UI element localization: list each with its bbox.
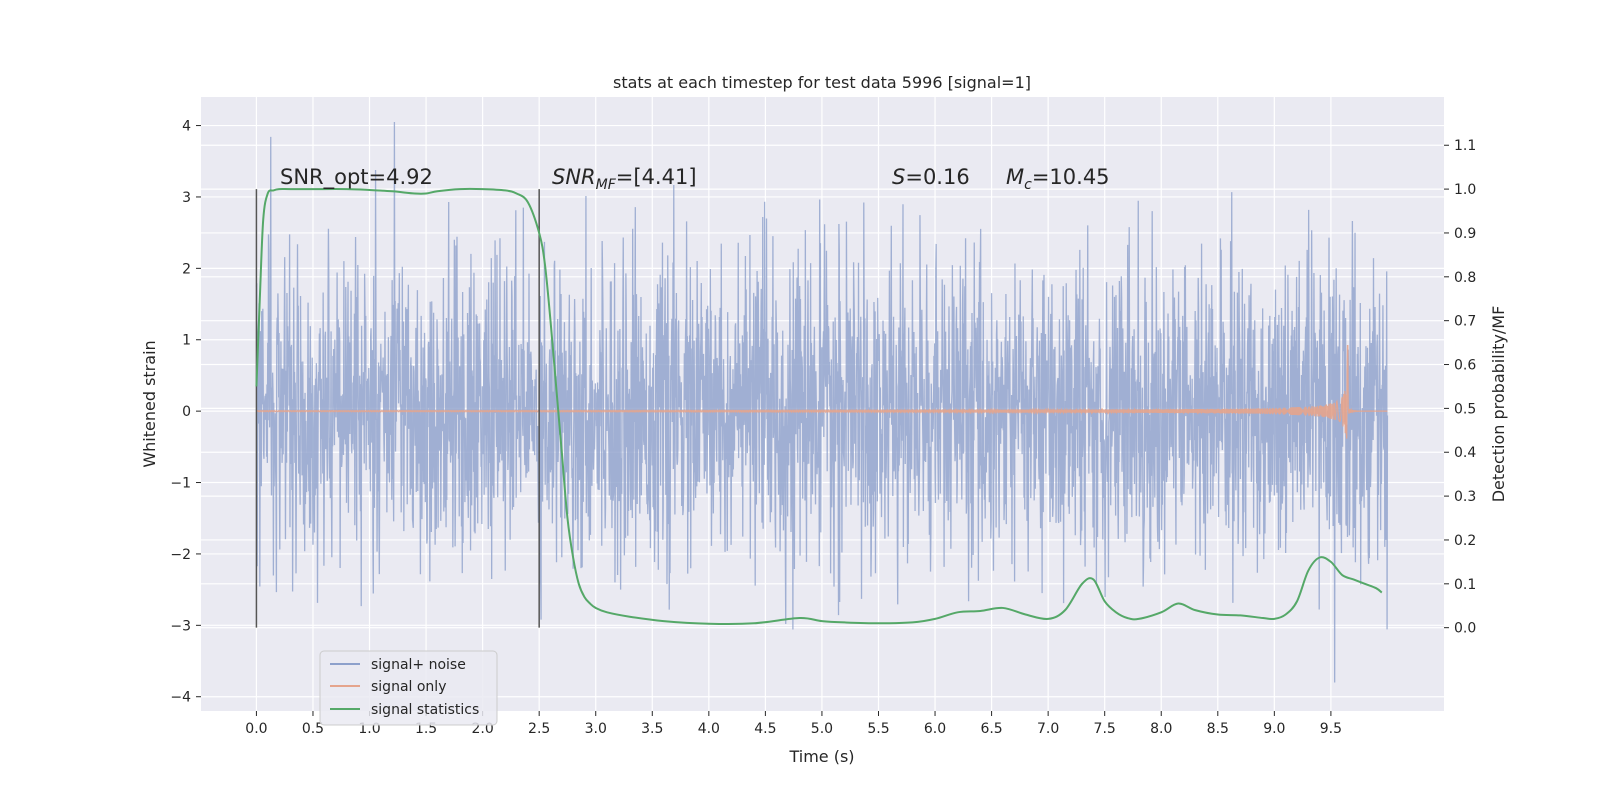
x-tick-label: 9.5 bbox=[1320, 721, 1342, 737]
annotation-mc-value: =10.45 bbox=[1032, 165, 1110, 189]
y2-tick-label: 1.1 bbox=[1454, 138, 1476, 154]
y-tick-label: 2 bbox=[182, 261, 191, 277]
legend-box bbox=[319, 650, 498, 726]
legend: signal+ noise signal only signal statist… bbox=[319, 650, 498, 726]
annotation-snr-mf-sub: MF bbox=[596, 177, 617, 193]
y2-tick-label: 0.9 bbox=[1454, 226, 1476, 242]
annotation-mc: Mc=10.45 bbox=[1006, 165, 1110, 193]
tick-labels: 0.0 0.5 1.0 1.5 2.0 2.5 3.0 3.5 4.0 4.5 5.0 5.5 6.0 6… bbox=[170, 119, 1476, 737]
x-tick-label: 7.5 bbox=[1094, 721, 1116, 737]
x-tick-label: 4.5 bbox=[754, 721, 776, 737]
y2-tick-label: 0.4 bbox=[1454, 445, 1476, 461]
x-tick-label: 5.0 bbox=[811, 721, 833, 737]
x-tick-label: 3.0 bbox=[585, 721, 607, 737]
y2-tick-label: 0.1 bbox=[1454, 577, 1476, 593]
vertical-lines bbox=[255, 189, 540, 628]
annotation-snr-mf-value: =[4.41] bbox=[616, 165, 697, 189]
chart-title: stats at each timestep for test data 599… bbox=[613, 73, 1031, 92]
x-tick-label: 0.0 bbox=[245, 721, 267, 737]
y-tick-label: −1 bbox=[170, 476, 191, 492]
x-tick-label: 5.5 bbox=[867, 721, 889, 737]
x-tick-label: 8.0 bbox=[1150, 721, 1172, 737]
annotation-mc-sub: c bbox=[1024, 177, 1032, 193]
series-signal-noise bbox=[255, 121, 1389, 683]
x-tick-label: 0.5 bbox=[302, 721, 324, 737]
signal-statistics-line bbox=[255, 187, 1383, 625]
y2-tick-label: 0.6 bbox=[1454, 358, 1476, 374]
x-tick-label: 8.5 bbox=[1207, 721, 1229, 737]
annotation-s-value: =0.16 bbox=[905, 165, 969, 189]
x-axis-label: Time (s) bbox=[788, 747, 854, 766]
y2-tick-label: 0.3 bbox=[1454, 489, 1476, 505]
legend-label-signal-noise: signal+ noise bbox=[371, 657, 466, 673]
y-tick-label: 4 bbox=[182, 119, 191, 135]
x-tick-label: 6.0 bbox=[924, 721, 946, 737]
x-tick-label: 9.0 bbox=[1263, 721, 1285, 737]
signal-only-line bbox=[256, 344, 1388, 439]
legend-label-signal-only: signal only bbox=[371, 679, 446, 695]
legend-label-signal-statistics: signal statistics bbox=[371, 702, 479, 718]
annotation-snr-mf: SNRMF=[4.41] bbox=[552, 165, 697, 193]
y2-axis-label: Detection probability/MF bbox=[1489, 306, 1508, 503]
y2-tick-label: 0.2 bbox=[1454, 533, 1476, 549]
y2-tick-label: 0.8 bbox=[1454, 270, 1476, 286]
annotation-s: S=0.16 bbox=[892, 165, 970, 189]
x-tick-label: 4.0 bbox=[698, 721, 720, 737]
x-tick-label: 2.5 bbox=[528, 721, 550, 737]
annotation-s-label: S bbox=[892, 165, 905, 189]
y-tick-label: −3 bbox=[170, 618, 191, 634]
x-tick-label: 3.5 bbox=[641, 721, 663, 737]
y-tick-label: 3 bbox=[182, 190, 191, 206]
x-tick-label: 6.5 bbox=[980, 721, 1002, 737]
y-axis-label: Whitened strain bbox=[140, 340, 159, 467]
x-tick-label: 7.0 bbox=[1037, 721, 1059, 737]
y-tick-label: −4 bbox=[170, 690, 191, 706]
y2-tick-label: 0.5 bbox=[1454, 401, 1476, 417]
y-tick-label: 1 bbox=[182, 333, 191, 349]
y-tick-label: −2 bbox=[170, 547, 191, 563]
y-tick-label: 0 bbox=[182, 404, 191, 420]
annotation-snr-opt: SNR_opt=4.92 bbox=[280, 165, 433, 190]
series-signal-statistics bbox=[255, 187, 1383, 625]
series-signal-only bbox=[256, 344, 1388, 439]
y2-tick-label: 1.0 bbox=[1454, 182, 1476, 198]
annotation-mc-label: M bbox=[1006, 165, 1024, 189]
signal-noise-line bbox=[255, 121, 1389, 683]
y2-tick-label: 0.7 bbox=[1454, 314, 1476, 330]
annotation-snr-mf-label: SNR bbox=[552, 165, 596, 189]
y2-tick-label: 0.0 bbox=[1454, 621, 1476, 637]
